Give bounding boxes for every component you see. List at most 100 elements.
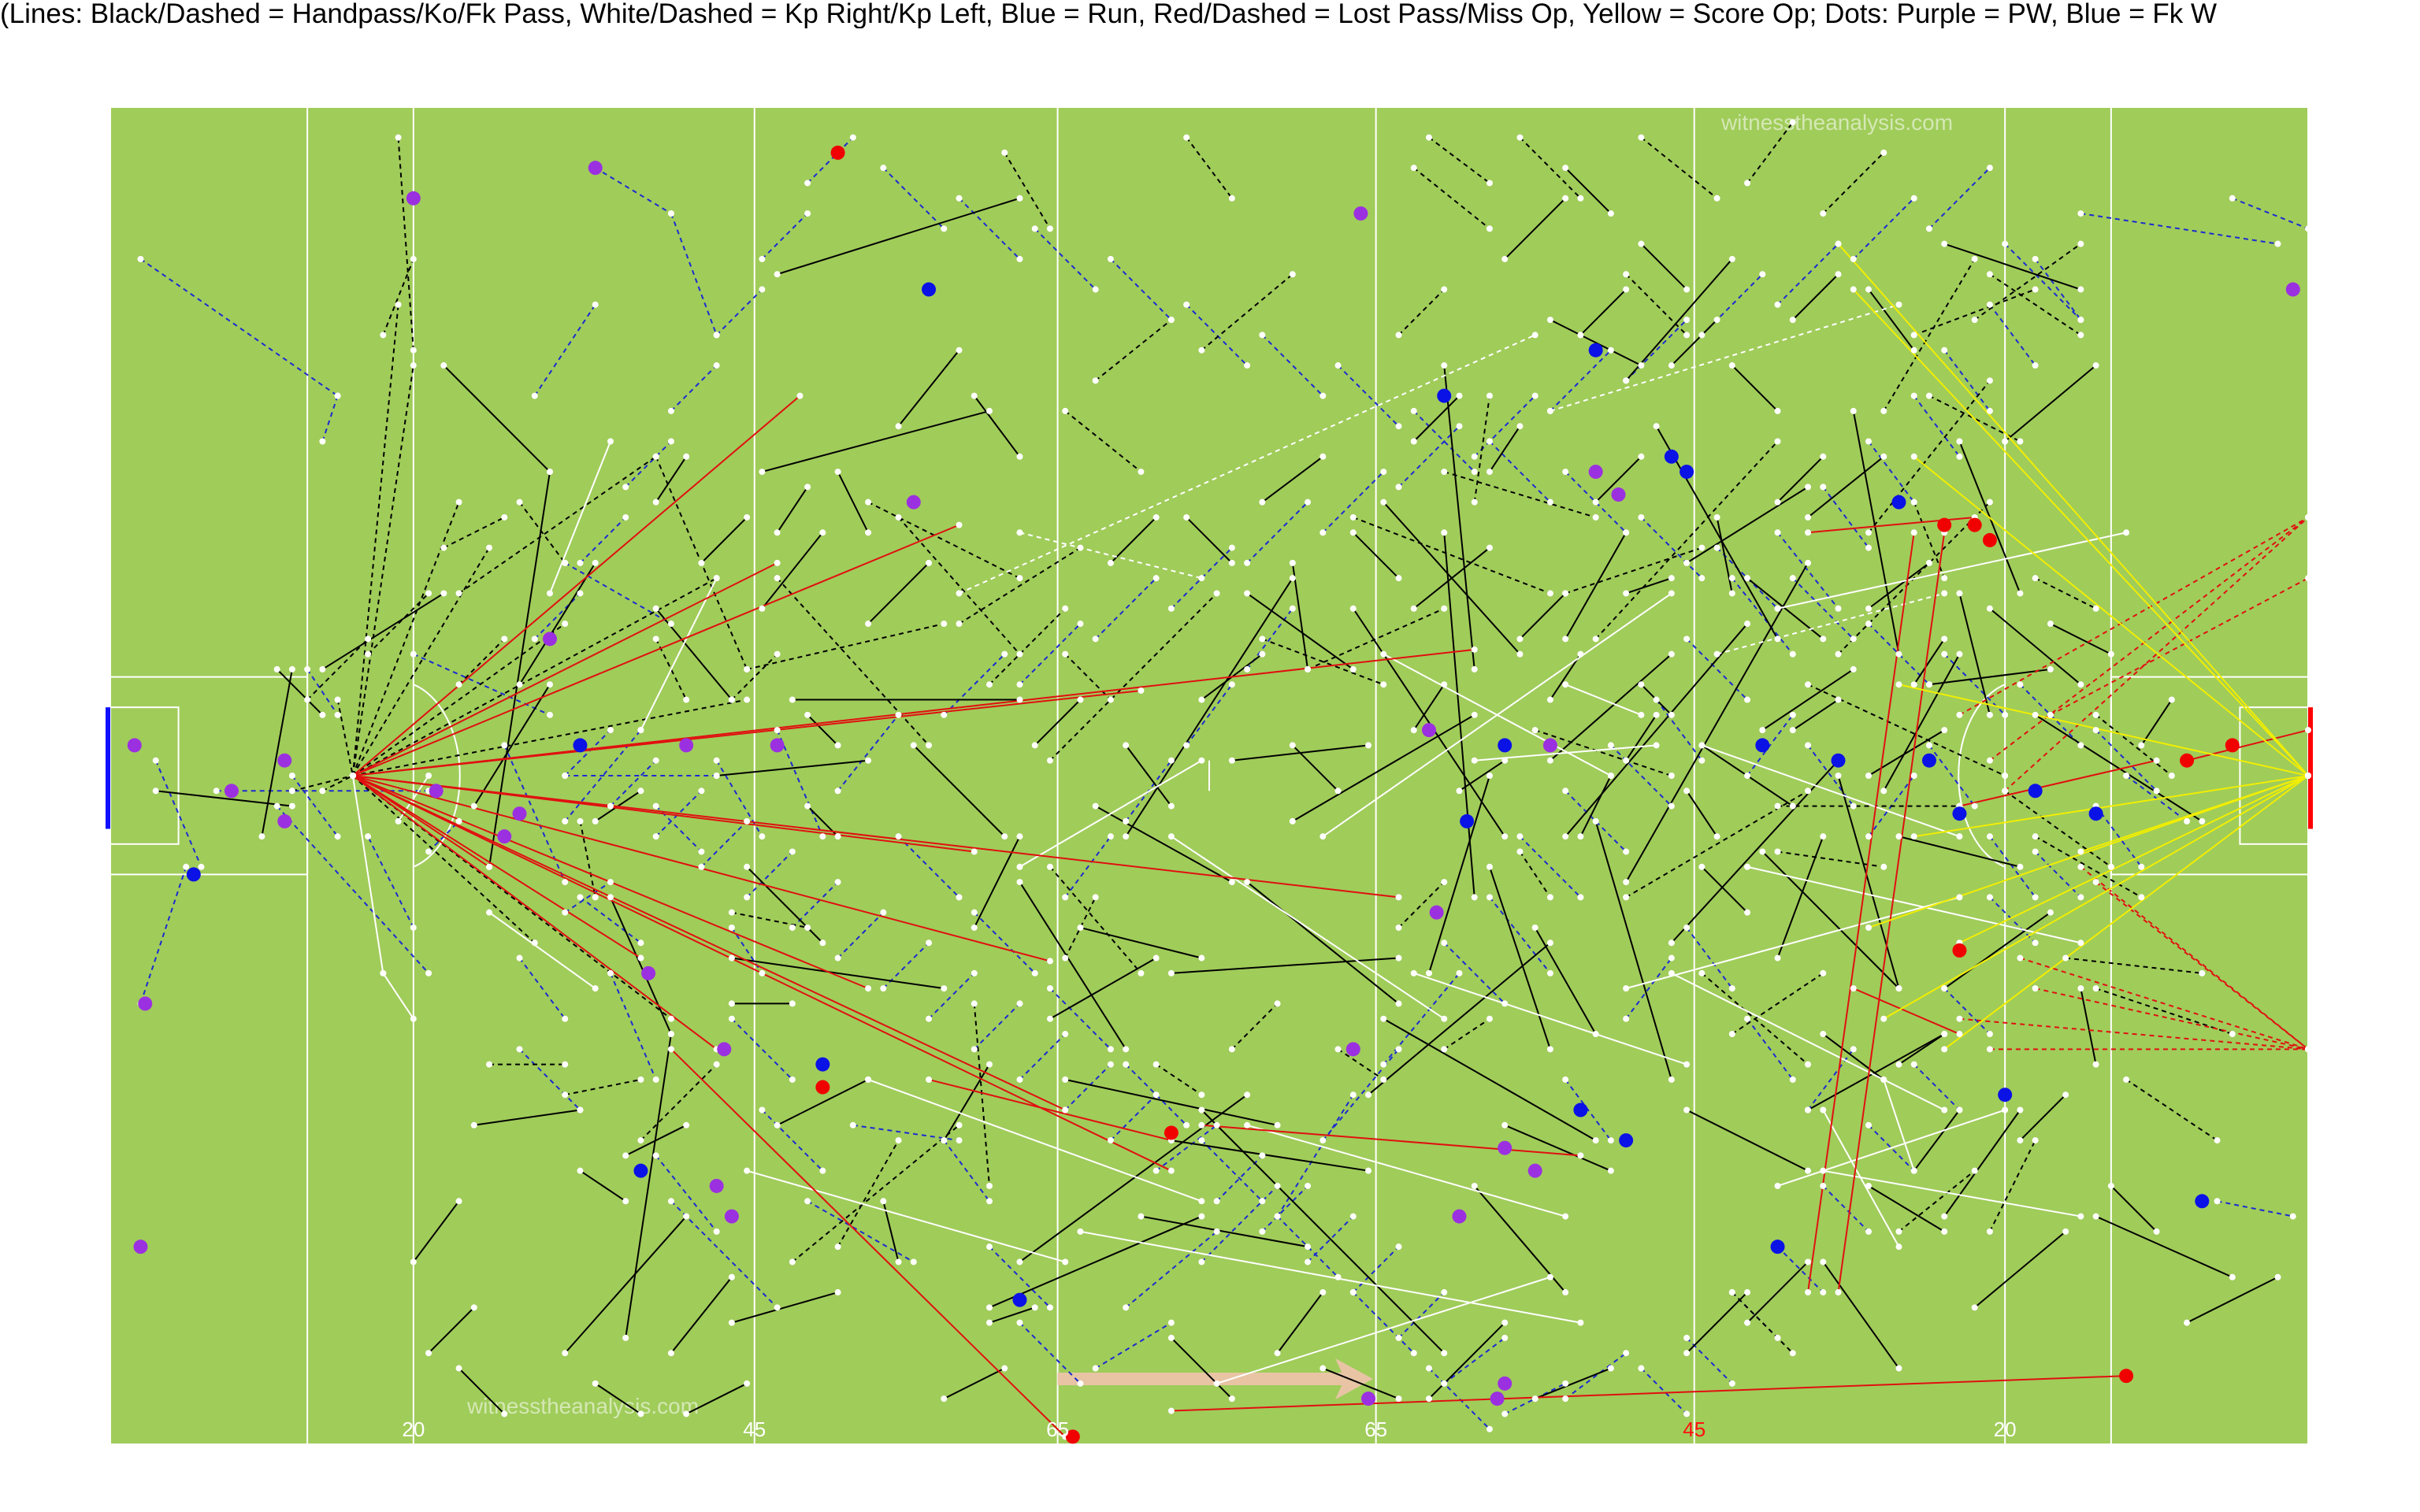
endpoint-dot (1880, 788, 1887, 794)
endpoint-dot (653, 1077, 659, 1083)
endpoint-dot (2093, 362, 2099, 369)
endpoint-dot (880, 165, 886, 171)
endpoint-dot (517, 1046, 523, 1052)
endpoint-dot (653, 803, 659, 810)
endpoint-dot (1319, 1137, 1326, 1143)
endpoint-dot (350, 773, 356, 779)
endpoint-dot (1683, 1107, 1690, 1114)
endpoint-dot (1820, 1258, 1826, 1265)
endpoint-dot (789, 1000, 796, 1006)
fkw-dot (1891, 495, 1906, 510)
endpoint-dot (1047, 225, 1053, 232)
endpoint-dot (1835, 271, 1842, 277)
endpoint-dot (1759, 727, 1765, 733)
endpoint-dot (562, 879, 568, 885)
endpoint-dot (1714, 514, 1720, 521)
endpoint-dot (668, 621, 674, 627)
endpoint-dot (1062, 1107, 1068, 1114)
endpoint-dot (1911, 1168, 1917, 1174)
endpoint-dot (1956, 454, 1962, 460)
endpoint-dot (1093, 1366, 1099, 1372)
endpoint-dot (1941, 727, 1947, 733)
endpoint-dot (1668, 362, 1675, 369)
endpoint-dot (1396, 1243, 1402, 1250)
endpoint-dot (1335, 788, 1342, 794)
pw-dot (1490, 1392, 1505, 1406)
endpoint-dot (1547, 590, 1553, 596)
endpoint-dot (410, 651, 417, 658)
endpoint-dot (456, 590, 462, 596)
endpoint-dot (1698, 970, 1705, 976)
endpoint-dot (1956, 651, 1962, 658)
endpoint-dot (1729, 256, 1735, 262)
endpoint-dot (714, 758, 720, 764)
endpoint-dot (1683, 788, 1690, 794)
endpoint-dot (1108, 1137, 1114, 1143)
endpoint-dot (2077, 332, 2084, 338)
endpoint-dot (1183, 302, 1190, 308)
endpoint-dot (1123, 1046, 1129, 1052)
endpoint-dot (2138, 864, 2144, 870)
endpoint-dot (1032, 970, 1038, 976)
endpoint-dot (1396, 894, 1402, 900)
endpoint-dot (1516, 833, 1523, 839)
endpoint-dot (471, 1122, 477, 1128)
endpoint-dot (1987, 606, 1993, 612)
endpoint-dot (2275, 1274, 2281, 1280)
endpoint-dot (1805, 742, 1811, 748)
endpoint-dot (926, 1077, 932, 1083)
endpoint-dot (1683, 560, 1690, 566)
endpoint-dot (562, 1091, 568, 1098)
endpoint-dot (1775, 1335, 1781, 1341)
endpoint-dot (1775, 606, 1781, 612)
endpoint-dot (1790, 317, 1796, 323)
endpoint-dot (941, 1395, 947, 1402)
endpoint-dot (729, 910, 735, 916)
endpoint-dot (501, 742, 507, 748)
endpoint-dot (1668, 575, 1675, 581)
endpoint-dot (1229, 879, 1235, 885)
endpoint-dot (365, 636, 371, 642)
endpoint-dot (880, 1198, 886, 1204)
endpoint-dot (1229, 1046, 1235, 1052)
endpoint-dot (1487, 864, 1493, 870)
endpoint-dot (2123, 1077, 2129, 1083)
endpoint-dot (2138, 894, 2144, 900)
endpoint-dot (1472, 666, 1478, 673)
endpoint-dot (1593, 818, 1599, 825)
endpoint-dot (1850, 666, 1857, 673)
endpoint-dot (607, 803, 614, 810)
endpoint-dot (1654, 697, 1660, 703)
fkw-dot (1012, 1293, 1026, 1307)
endpoint-dot (1987, 408, 1993, 414)
endpoint-dot (2032, 1137, 2039, 1143)
endpoint-dot (1698, 864, 1705, 870)
endpoint-dot (911, 742, 917, 748)
endpoint-dot (1623, 377, 1629, 384)
endpoint-dot (1835, 1289, 1842, 1295)
endpoint-dot (562, 818, 568, 825)
endpoint-dot (1441, 469, 1447, 475)
endpoint-dot (941, 1137, 947, 1143)
endpoint-dot (2077, 742, 2084, 748)
endpoint-dot (1183, 742, 1190, 748)
endpoint-dot (274, 666, 280, 673)
endpoint-dot (744, 514, 750, 521)
endpoint-dot (2123, 529, 2129, 536)
endpoint-dot (1850, 287, 1857, 293)
endpoint-dot (1683, 1335, 1690, 1341)
endpoint-dot (289, 773, 295, 779)
endpoint-dot (1183, 135, 1190, 141)
endpoint-dot (1350, 529, 1357, 536)
endpoint-dot (1805, 788, 1811, 794)
endpoint-dot (1501, 1122, 1508, 1128)
endpoint-dot (577, 894, 583, 900)
endpoint-dot (2229, 1274, 2236, 1280)
endpoint-dot (2305, 727, 2311, 733)
endpoint-dot (1820, 833, 1826, 839)
pw-dot (1452, 1210, 1466, 1224)
endpoint-dot (804, 925, 811, 931)
endpoint-dot (1016, 195, 1023, 202)
endpoint-dot (1865, 606, 1872, 612)
endpoint-dot (804, 803, 811, 810)
